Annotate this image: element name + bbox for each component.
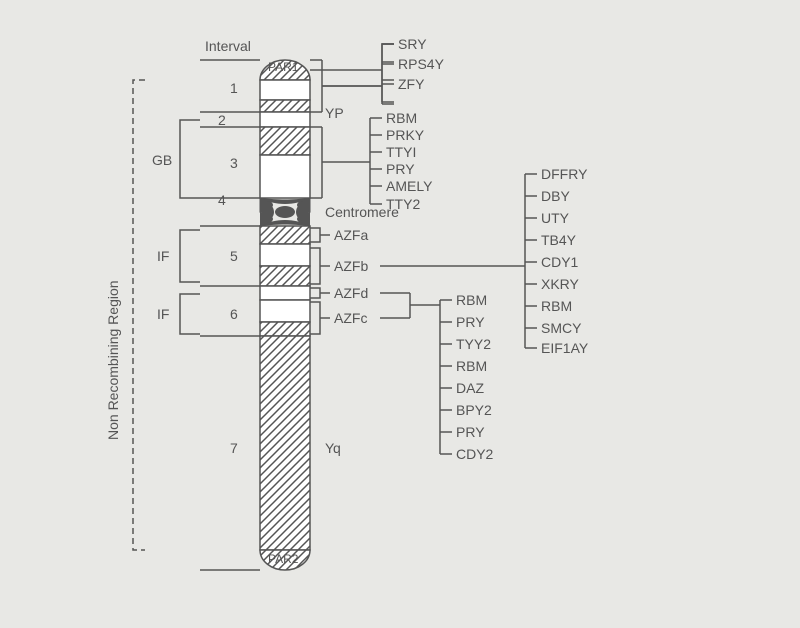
gb-label: GB bbox=[152, 152, 172, 168]
int7 bbox=[260, 336, 310, 550]
azfc-label: AZFc bbox=[334, 310, 367, 326]
gene-uty: UTY bbox=[541, 210, 569, 226]
gene-cdy1: CDY1 bbox=[541, 254, 578, 270]
gene-tb4y: TB4Y bbox=[541, 232, 576, 248]
gene-rbm-yp: RBM bbox=[386, 110, 417, 126]
interval-header: Interval bbox=[205, 38, 251, 54]
if1-label: IF bbox=[157, 248, 169, 264]
gene-cdy2: CDY2 bbox=[456, 446, 493, 462]
gene-pry-yp: PRY bbox=[386, 161, 415, 177]
azfa-label: AZFa bbox=[334, 227, 368, 243]
int6b bbox=[260, 322, 310, 336]
int-6: 6 bbox=[230, 306, 238, 322]
int-3: 3 bbox=[230, 155, 238, 171]
azfb-label: AZFb bbox=[334, 258, 368, 274]
gene-pry-c: PRY bbox=[456, 314, 485, 330]
gene-eif1ay: EIF1AY bbox=[541, 340, 588, 356]
yp-label: YP bbox=[325, 105, 344, 121]
gene-tyy2: TYY2 bbox=[456, 336, 491, 352]
int3a bbox=[260, 127, 310, 155]
gene-dby: DBY bbox=[541, 188, 570, 204]
gene-sry: SRY bbox=[398, 36, 427, 52]
if2-bracket bbox=[180, 294, 200, 334]
gene-dffry: DFFRY bbox=[541, 166, 587, 182]
gene-xkry: XKRY bbox=[541, 276, 579, 292]
gene-tty2: TTY2 bbox=[386, 196, 420, 212]
gene-daz: DAZ bbox=[456, 380, 484, 396]
int-4: 4 bbox=[218, 192, 226, 208]
par2-label: PAR2 bbox=[268, 552, 298, 566]
gene-rbm-c: RBM bbox=[456, 292, 487, 308]
if1-bracket bbox=[180, 230, 200, 282]
yp-gene-bracket bbox=[310, 118, 382, 204]
gene-amely: AMELY bbox=[386, 178, 432, 194]
int1b bbox=[260, 100, 310, 112]
azf-brackets bbox=[310, 228, 330, 334]
int5c bbox=[260, 266, 310, 286]
azfd-seg bbox=[260, 286, 310, 300]
gene-bpy2: BPY2 bbox=[456, 402, 492, 418]
gene-ttyi: TTYI bbox=[386, 144, 416, 160]
azfd-label: AZFd bbox=[334, 285, 368, 301]
gene-rbm-b: RBM bbox=[541, 298, 572, 314]
int5a bbox=[260, 226, 310, 244]
int-5: 5 bbox=[230, 248, 238, 264]
int5b bbox=[260, 244, 310, 266]
int6a bbox=[260, 300, 310, 322]
gene-rps4y: RPS4Y bbox=[398, 56, 444, 72]
azfc-connector bbox=[380, 293, 452, 454]
int-7: 7 bbox=[230, 440, 238, 456]
gene-pry2-c: PRY bbox=[456, 424, 485, 440]
int-1: 1 bbox=[230, 80, 238, 96]
gene-rbm2-c: RBM bbox=[456, 358, 487, 374]
yq-label: Yq bbox=[325, 440, 341, 456]
gene-smcy: SMCY bbox=[541, 320, 581, 336]
nrr-label: Non Recombining Region bbox=[105, 280, 121, 440]
int2 bbox=[260, 112, 310, 127]
int3b bbox=[260, 155, 310, 198]
nrr-bracket bbox=[133, 80, 145, 550]
gene-zfy: ZFY bbox=[398, 76, 424, 92]
int-2: 2 bbox=[218, 112, 226, 128]
if2-label: IF bbox=[157, 306, 169, 322]
gene-prky: PRKY bbox=[386, 127, 424, 143]
par1-label: PAR1 bbox=[268, 60, 298, 74]
gb-bracket bbox=[180, 120, 200, 198]
int1a bbox=[260, 80, 310, 100]
